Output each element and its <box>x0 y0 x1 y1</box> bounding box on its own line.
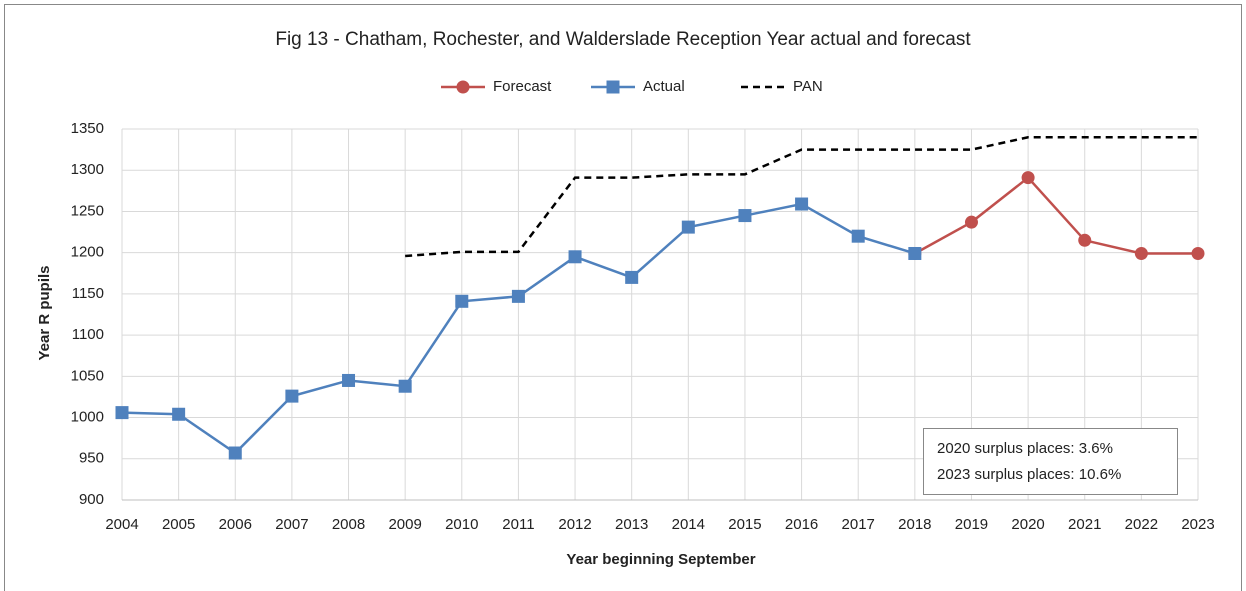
marker <box>228 446 242 460</box>
marker <box>625 270 639 284</box>
y-tick-label: 950 <box>79 450 104 467</box>
marker <box>1134 246 1148 260</box>
x-tick-label: 2006 <box>219 516 252 533</box>
x-tick-label: 2005 <box>162 516 195 533</box>
legend-marker <box>606 80 620 94</box>
x-tick-label: 2012 <box>558 516 591 533</box>
annotation: 2023 surplus places: 10.6% <box>937 466 1121 483</box>
x-tick-label: 2013 <box>615 516 648 533</box>
marker <box>795 197 809 211</box>
legend-label: PAN <box>793 78 823 95</box>
series-line <box>405 135 1198 258</box>
marker <box>285 389 299 403</box>
marker <box>115 406 129 420</box>
x-tick-label: 2004 <box>105 516 138 533</box>
y-tick-label: 900 <box>79 491 104 508</box>
marker <box>511 289 525 303</box>
series-line <box>914 175 1198 255</box>
marker <box>681 220 695 234</box>
marker <box>1021 171 1035 185</box>
y-tick-label: 1350 <box>71 120 104 137</box>
chart-border <box>4 4 1242 591</box>
chart-title: Fig 13 - Chatham, Rochester, and Walders… <box>275 29 971 50</box>
marker <box>1078 233 1092 247</box>
marker <box>1191 246 1205 260</box>
x-tick-label: 2014 <box>672 516 705 533</box>
legend-label: Forecast <box>493 78 552 95</box>
marker <box>398 379 412 393</box>
y-tick-label: 1100 <box>72 326 104 343</box>
x-tick-label: 2007 <box>275 516 308 533</box>
x-tick-label: 2021 <box>1068 516 1101 533</box>
y-tick-label: 1050 <box>71 367 104 384</box>
marker <box>908 246 922 260</box>
legend-label: Actual <box>643 78 685 95</box>
x-tick-label: 2023 <box>1181 516 1214 533</box>
x-tick-label: 2018 <box>898 516 931 533</box>
y-tick-label: 1000 <box>71 409 104 426</box>
y-tick-label: 1250 <box>71 202 104 219</box>
x-axis-title: Year beginning September <box>566 551 755 568</box>
x-tick-label: 2022 <box>1125 516 1158 533</box>
legend-marker <box>456 80 470 94</box>
annotation: 2020 surplus places: 3.6% <box>937 440 1113 457</box>
y-tick-label: 1150 <box>72 285 104 302</box>
x-tick-label: 2008 <box>332 516 365 533</box>
x-tick-label: 2015 <box>728 516 761 533</box>
marker <box>738 209 752 223</box>
x-tick-label: 2017 <box>842 516 875 533</box>
x-tick-label: 2009 <box>388 516 421 533</box>
marker <box>851 229 865 243</box>
marker <box>455 294 469 308</box>
y-axis-title: Year R pupils <box>36 265 53 360</box>
marker <box>172 407 186 421</box>
marker <box>342 373 356 387</box>
x-tick-label: 2011 <box>502 516 534 533</box>
marker <box>568 250 582 264</box>
marker <box>964 215 978 229</box>
x-tick-label: 2010 <box>445 516 478 533</box>
y-tick-label: 1200 <box>71 244 104 261</box>
x-tick-label: 2020 <box>1011 516 1044 533</box>
annotation-box <box>923 428 1178 495</box>
x-tick-label: 2016 <box>785 516 818 533</box>
x-tick-label: 2019 <box>955 516 988 533</box>
y-tick-label: 1300 <box>71 161 104 178</box>
